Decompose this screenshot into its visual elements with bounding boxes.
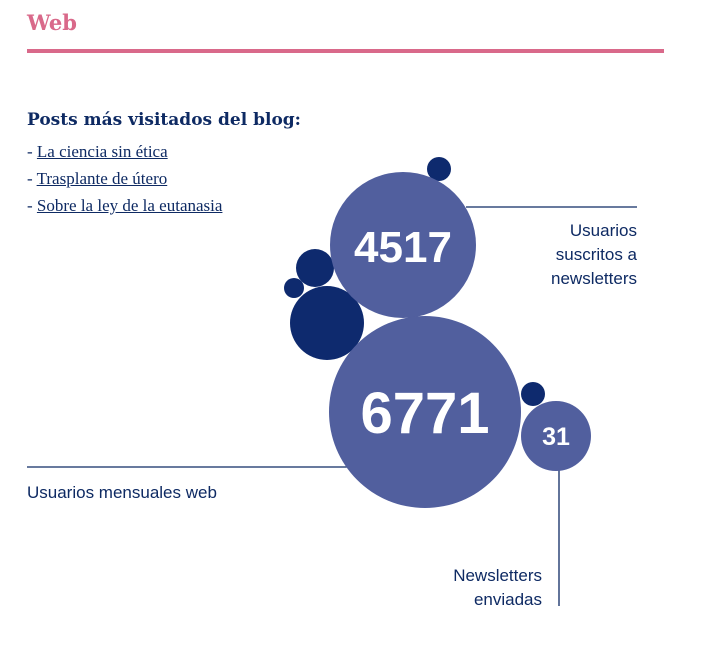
list-bullet: - xyxy=(27,169,37,188)
blog-post-link-2[interactable]: Trasplante de útero xyxy=(36,169,168,188)
value-newsletters-sent: 31 xyxy=(542,423,570,451)
decorative-bubble xyxy=(427,157,451,181)
list-item: - Trasplante de útero xyxy=(27,165,222,192)
blog-heading: Posts más visitados del blog: xyxy=(27,110,301,130)
blog-post-link-3[interactable]: Sobre la ley de la eutanasia xyxy=(36,196,223,215)
value-monthly-users: 6771 xyxy=(360,381,489,446)
decorative-bubble xyxy=(296,249,334,287)
label-monthly-users: Usuarios mensuales web xyxy=(27,483,217,502)
title-divider xyxy=(27,49,664,53)
value-subscribers: 4517 xyxy=(354,223,452,272)
bubble-newsletters-sent xyxy=(521,401,591,471)
list-item: - Sobre la ley de la eutanasia xyxy=(27,192,222,219)
blog-post-list: - La ciencia sin ética - Trasplante de ú… xyxy=(27,138,222,219)
list-bullet: - xyxy=(27,142,37,161)
label-line: Usuarios xyxy=(569,221,637,240)
list-item: - La ciencia sin ética xyxy=(27,138,222,165)
decorative-bubble xyxy=(521,382,545,406)
list-bullet: - xyxy=(27,196,37,215)
label-line: Newsletters xyxy=(453,566,542,585)
label-subscribers: Usuarios suscritos a newsletters xyxy=(551,219,637,291)
bubble-monthly-users xyxy=(329,316,521,508)
bubble-subscribers xyxy=(330,172,476,318)
decorative-bubble xyxy=(290,286,364,360)
label-newsletters-sent: Newsletters enviadas xyxy=(453,564,542,612)
label-line: newsletters xyxy=(551,269,637,288)
blog-post-link-1[interactable]: La ciencia sin ética xyxy=(36,142,168,161)
section-title: Web xyxy=(27,10,77,35)
decorative-bubble xyxy=(284,278,304,298)
label-line: suscritos a xyxy=(555,245,637,264)
label-line: enviadas xyxy=(473,590,542,609)
